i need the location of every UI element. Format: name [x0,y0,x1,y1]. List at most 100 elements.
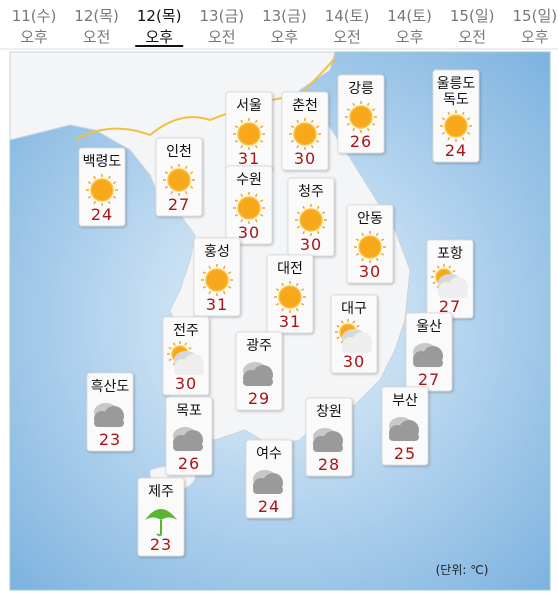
sun [237,122,261,146]
city-card[interactable]: 청주 30 [287,177,335,257]
city-name: 수원 [236,172,262,188]
city-name: 제주 [148,484,174,500]
umbrella [145,509,177,520]
tab[interactable]: 15(일) 오전 [450,7,495,46]
sun-ray [112,181,117,185]
sun-ray [234,139,239,143]
city-name: 강릉 [348,81,374,97]
sun-ray [164,171,169,175]
tab[interactable]: 12(목) 오후 [135,7,184,47]
city-card[interactable]: 인천 27 [155,137,203,217]
sun-ray [310,119,314,124]
tab-date: 13(금) [262,7,307,25]
sun-ray [302,230,306,235]
tab-date: 13(금) [200,7,245,25]
sun-ray [202,271,207,275]
city-name: 전주 [173,323,199,339]
city-temp: 30 [343,352,365,371]
city-name: 울릉도 독도 [437,76,476,108]
city-card[interactable]: 수원 30 [225,165,273,245]
sun-ray [461,111,465,116]
tab[interactable]: 12(목) 오전 [74,7,119,46]
tab[interactable]: 11(수) 오후 [12,7,57,46]
city-card[interactable]: 강릉 26 [337,74,385,154]
city-card[interactable]: 제주 23 [137,477,185,557]
city-card[interactable]: 백령도 24 [78,147,126,227]
tab-time: 오전 [458,28,486,46]
sun-ray [168,358,172,362]
sun-ray [172,342,176,346]
sun-ray [234,199,239,203]
city-temp: 28 [318,455,340,474]
city-name: 광주 [246,338,272,354]
city-card[interactable]: 울릉도 독도 24 [432,69,480,163]
sun-ray [315,125,320,129]
sun-ray [234,213,239,217]
sun-ray [375,232,379,237]
sun-ray [296,144,300,149]
sun-ray [447,111,451,116]
city-card[interactable]: 안동 30 [346,204,394,284]
tab[interactable]: 14(토) 오후 [387,7,432,46]
city-temp: 31 [238,149,260,168]
sun-ray [316,230,320,235]
city-card[interactable]: 흑산도 23 [86,372,134,452]
city-card[interactable]: 홍성 31 [193,237,241,317]
sun-ray [448,265,452,269]
tab[interactable]: 14(토) 오전 [325,7,370,46]
sun-ray [281,282,285,287]
sun-ray [296,119,300,124]
sun-ray [361,232,365,237]
tab[interactable]: 13(금) 오후 [262,7,307,46]
city-card[interactable]: 대구 30 [330,294,378,374]
city-card[interactable]: 대전 31 [266,254,314,334]
city-temp: 31 [206,295,228,314]
sun-ray [290,125,295,129]
city-card[interactable]: 여수 24 [245,439,293,519]
cloud-base [413,359,443,367]
sun-ray [107,200,111,205]
city-card[interactable]: 포항 27 [426,239,474,319]
tab-time: 오전 [333,28,361,46]
city-card[interactable]: 춘천 30 [281,91,329,171]
sun-ray [466,131,471,135]
city-card[interactable]: 서울 31 [225,91,273,171]
sun-ray [371,108,376,112]
sun-ray [432,281,436,285]
city-temp: 30 [238,223,260,242]
city-temp: 27 [439,297,461,316]
sun-ray [240,119,244,124]
sun-ray [355,252,360,256]
city-name: 흑산도 [91,378,130,395]
sun-ray [208,265,212,270]
cloud-base [342,345,372,353]
city-temp: 30 [359,262,381,281]
sun-ray [346,122,351,126]
tab[interactable]: 15(일) 오후 [513,7,558,46]
sun-ray [447,136,451,141]
sun-ray [316,205,320,210]
city-card[interactable]: 울산 27 [405,312,453,392]
tab-date: 14(토) [387,7,432,25]
tab-time: 오후 [271,28,299,46]
city-card[interactable]: 목포 26 [165,396,213,476]
city-name: 인천 [166,144,192,160]
tab-date: 14(토) [325,7,370,25]
tab-time: 오후 [521,28,549,46]
tab-time: 오후 [396,28,424,46]
sun-ray [466,117,471,121]
sun-ray [441,131,446,135]
city-card[interactable]: 전주 30 [162,316,210,396]
tab[interactable]: 13(금) 오전 [200,7,245,46]
sun-ray [107,175,111,180]
sun-ray [189,171,194,175]
city-card[interactable]: 창원 28 [305,397,353,477]
city-card[interactable]: 부산 25 [381,386,429,466]
city-temp: 29 [248,389,270,408]
sun-ray [361,257,365,262]
city-temp: 25 [394,444,416,463]
sun-ray [254,144,258,149]
city-card[interactable]: 광주 29 [235,331,283,411]
sun-ray [340,320,344,324]
city-name: 춘천 [292,98,318,114]
